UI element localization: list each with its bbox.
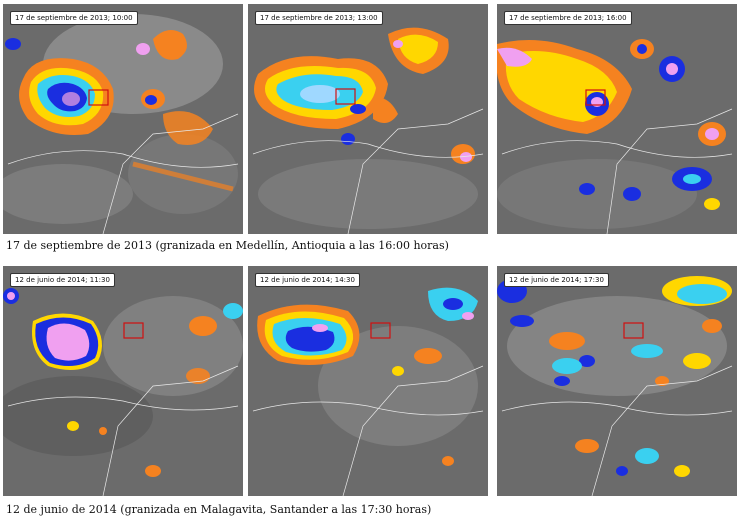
target-box	[88, 89, 109, 106]
timestamp-label: 17 de septiembre de 2013; 10:00	[10, 11, 138, 25]
satellite-image	[497, 266, 737, 496]
timestamp-label: 12 de junio de 2014; 14:30	[255, 273, 360, 287]
target-box	[123, 322, 144, 339]
satellite-image	[3, 4, 243, 234]
target-box	[335, 88, 356, 105]
timestamp-label: 12 de junio de 2014; 11:30	[10, 273, 115, 287]
satellite-image	[497, 4, 737, 234]
target-box	[623, 322, 644, 339]
timestamp-label: 17 de septiembre de 2013; 13:00	[255, 11, 383, 25]
satellite-panel-2014-1730: 12 de junio de 2014; 17:30	[497, 266, 737, 496]
satellite-image	[3, 266, 243, 496]
satellite-panel-2013-1600: 17 de septiembre de 2013; 16:00	[497, 4, 737, 234]
target-box	[370, 322, 391, 339]
caption-row-1: 17 de septiembre de 2013 (granizada en M…	[6, 239, 449, 252]
caption-row-2: 12 de junio de 2014 (granizada en Malaga…	[6, 503, 432, 516]
timestamp-label: 12 de junio de 2014; 17:30	[504, 273, 609, 287]
satellite-panel-2013-1000: 17 de septiembre de 2013; 10:00	[3, 4, 243, 234]
satellite-image	[248, 4, 488, 234]
satellite-panel-2014-1430: 12 de junio de 2014; 14:30	[248, 266, 488, 496]
satellite-image	[248, 266, 488, 496]
target-box	[585, 89, 606, 106]
satellite-panel-2013-1300: 17 de septiembre de 2013; 13:00	[248, 4, 488, 234]
timestamp-label: 17 de septiembre de 2013; 16:00	[504, 11, 632, 25]
satellite-panel-2014-1130: 12 de junio de 2014; 11:30	[3, 266, 243, 496]
